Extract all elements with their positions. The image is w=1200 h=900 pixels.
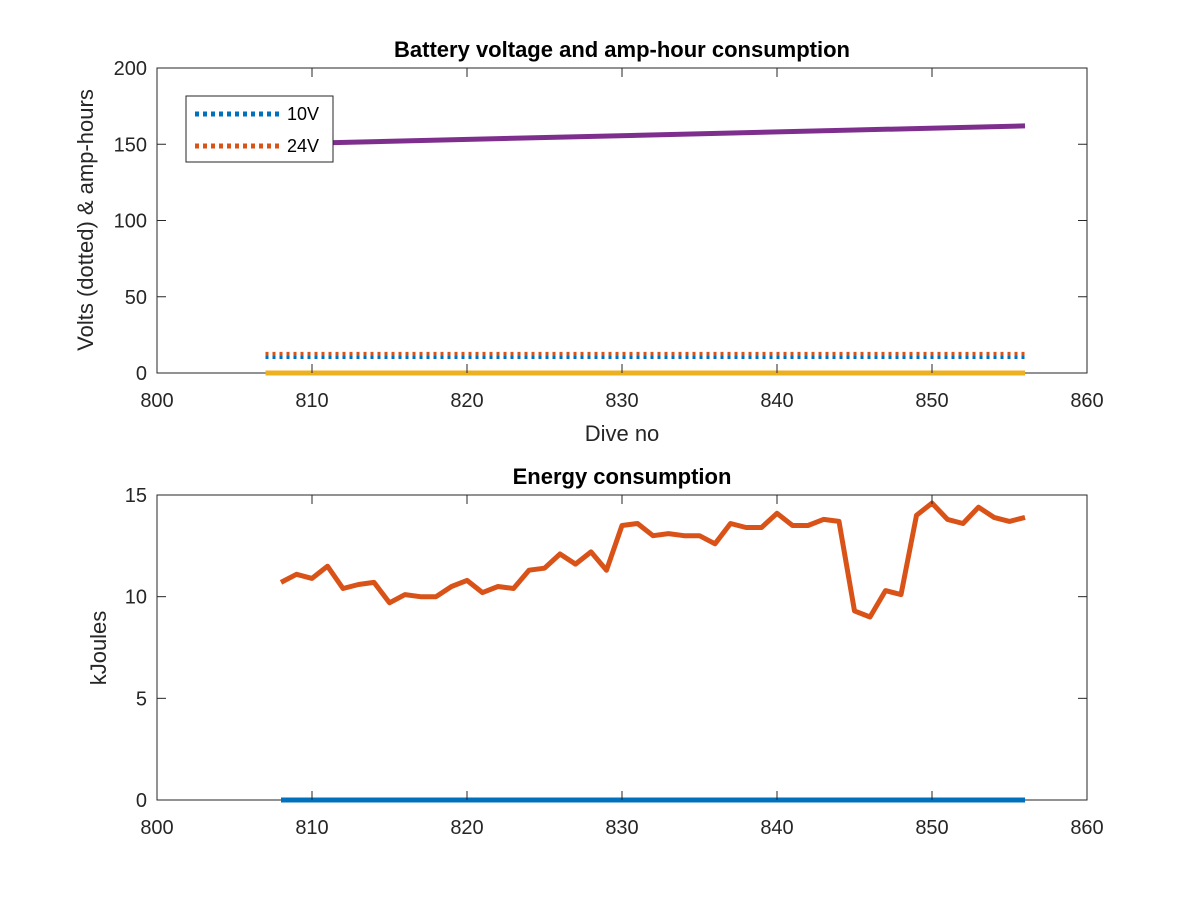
voltage-x-tick-label: 860 xyxy=(1070,390,1103,412)
energy-y-tick-label: 15 xyxy=(125,485,147,507)
energy-y-tick-label: 5 xyxy=(136,688,147,710)
voltage-y-tick-label: 100 xyxy=(114,211,147,233)
energy-series-line-1 xyxy=(279,500,1026,620)
voltage-series-group xyxy=(265,123,1026,376)
legend-label-24v: 24V xyxy=(287,136,319,156)
voltage-x-tick-label: 820 xyxy=(450,390,483,412)
energy-axis-ticks: 800 810 820 830 840 850 860 0 5 10 15 xyxy=(125,485,1104,839)
energy-plot-area xyxy=(156,494,1088,801)
voltage-y-tick-label: 150 xyxy=(114,134,147,156)
voltage-series-line-3 xyxy=(265,123,1026,147)
voltage-y-tick-label: 200 xyxy=(114,58,147,80)
voltage-legend: 10V 24V xyxy=(185,95,334,163)
energy-x-tick-label: 820 xyxy=(450,817,483,839)
voltage-chart-title: Battery voltage and amp-hour consumption xyxy=(394,37,850,62)
voltage-y-tick-label: 50 xyxy=(125,287,147,309)
energy-series-group xyxy=(279,500,1026,803)
energy-x-tick-label: 860 xyxy=(1070,817,1103,839)
energy-x-tick-label: 810 xyxy=(295,817,328,839)
energy-x-tick-label: 800 xyxy=(140,817,173,839)
voltage-x-axis-label: Dive no xyxy=(585,421,660,446)
voltage-y-tick-label: 0 xyxy=(136,363,147,385)
energy-chart-title: Energy consumption xyxy=(513,464,732,489)
legend-box xyxy=(185,95,334,163)
voltage-y-axis-label: Volts (dotted) & amp-hours xyxy=(73,89,98,351)
energy-y-tick-label: 0 xyxy=(136,790,147,812)
voltage-x-tick-label: 840 xyxy=(760,390,793,412)
voltage-subplot: 800 810 820 830 840 850 860 0 50 100 150 200 Batter… xyxy=(73,37,1104,446)
voltage-axis-ticks: 800 810 820 830 840 850 860 0 50 100 150 200 xyxy=(114,58,1104,412)
energy-y-axis-label: kJoules xyxy=(86,611,111,686)
energy-y-tick-label: 10 xyxy=(125,587,147,609)
energy-x-tick-label: 840 xyxy=(760,817,793,839)
voltage-x-tick-label: 850 xyxy=(915,390,948,412)
voltage-x-tick-label: 830 xyxy=(605,390,638,412)
voltage-x-tick-label: 810 xyxy=(295,390,328,412)
voltage-x-tick-label: 800 xyxy=(140,390,173,412)
energy-x-tick-label: 850 xyxy=(915,817,948,839)
energy-x-tick-label: 830 xyxy=(605,817,638,839)
legend-label-10v: 10V xyxy=(287,104,319,124)
energy-subplot: 800 810 820 830 840 850 860 0 5 10 15 Energy consu… xyxy=(86,464,1104,839)
